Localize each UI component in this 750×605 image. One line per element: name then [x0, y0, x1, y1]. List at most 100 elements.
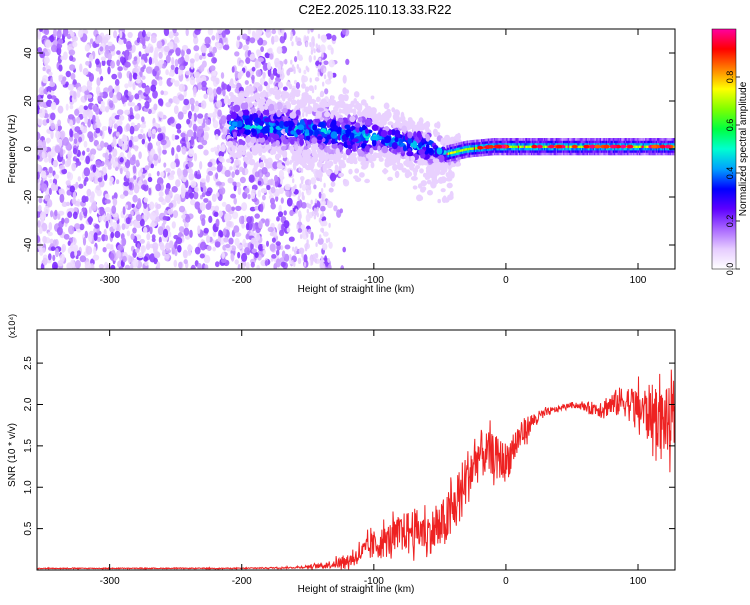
spectrogram-cell	[382, 145, 389, 154]
spectrogram-cell	[72, 211, 78, 220]
spectrogram-cell	[155, 183, 162, 192]
spectrogram-cell	[247, 193, 251, 200]
spectrogram-cell	[320, 90, 325, 98]
spectrogram-cell	[135, 248, 140, 253]
spectrogram-cell	[361, 156, 366, 163]
spectrogram-cell	[302, 112, 305, 118]
spectrogram-cell	[74, 108, 80, 116]
spectrogram-cell	[95, 127, 101, 134]
spectrogram-cell	[279, 71, 285, 81]
spectrogram-cell	[238, 110, 244, 117]
spectrogram-cell	[258, 132, 264, 138]
spectrogram-cell	[314, 252, 318, 258]
spectrogram-cell	[303, 69, 307, 75]
spectrogram-cell	[330, 131, 338, 139]
spectrogram-cell	[76, 90, 81, 98]
spectrogram-cell	[42, 66, 46, 72]
spectrogram-cell	[277, 81, 284, 89]
spectrogram-cell	[270, 202, 276, 210]
spectrogram-cell	[314, 77, 320, 82]
spectrogram-cell	[74, 126, 81, 133]
spectrogram-cell	[185, 70, 191, 76]
spectrogram-cell	[279, 245, 284, 251]
spectrogram-cell	[41, 152, 46, 159]
spectrogram-cell	[426, 148, 433, 153]
spectrogram-cell	[187, 110, 193, 120]
spectrogram-cell	[342, 87, 348, 95]
spectrogram-cell	[49, 81, 56, 88]
spectrogram-cell	[112, 136, 117, 146]
spectrogram-cell	[225, 243, 231, 249]
spectrogram-cell	[237, 186, 242, 196]
spectrogram-cell	[168, 202, 174, 209]
spectrogram-cell	[309, 77, 312, 83]
spectrogram-cell	[136, 122, 141, 129]
spectrogram-cell	[69, 95, 73, 103]
spectrogram-cell	[116, 91, 122, 101]
spectrogram-cell	[297, 199, 303, 208]
spectrogram-cell	[312, 253, 316, 259]
spectrogram-cell	[412, 140, 418, 149]
spectrogram-cell	[383, 102, 390, 110]
spectrogram-cell	[134, 113, 141, 120]
spectrogram-cell	[245, 71, 251, 78]
spectrogram-cell	[127, 31, 133, 39]
spectrogram-cell	[102, 37, 109, 44]
spectrogram-cell	[107, 52, 112, 61]
spectrogram-cell	[229, 166, 233, 171]
spectrogram-cell	[57, 260, 64, 267]
spectrogram-cell	[119, 56, 125, 64]
spectrogram-cell	[330, 112, 334, 120]
spectrogram-cell	[79, 63, 83, 73]
spectrogram-cell	[249, 37, 256, 44]
spectrogram-cell	[81, 207, 86, 213]
spectrogram-cell	[248, 102, 253, 108]
spectrogram-cell	[100, 140, 105, 149]
spectrogram-cell	[330, 47, 334, 55]
spectrogram-cell	[318, 217, 322, 223]
spectrogram-cell	[37, 155, 40, 160]
spectrogram-cell	[167, 231, 172, 238]
spectrogram-cell	[325, 238, 329, 244]
spectrogram-cell	[156, 140, 160, 147]
spectrogram-cell	[150, 84, 157, 92]
spectrogram-cell	[157, 127, 162, 133]
spectrogram-cell	[160, 171, 165, 178]
spectrogram-cell	[218, 150, 225, 158]
spectrogram-cell	[132, 67, 139, 73]
spectrogram-cell	[143, 226, 148, 234]
spectrogram-cell	[207, 29, 214, 36]
spectrogram-cell	[338, 159, 345, 166]
spectrogram-cell	[112, 198, 118, 206]
spectrogram-cell	[165, 102, 172, 108]
spectrogram-cell	[168, 71, 174, 77]
spectrogram-cell	[190, 180, 197, 188]
spectrogram-cell	[237, 251, 241, 259]
spectrogram-cell	[173, 105, 179, 115]
spectrogram-cell	[53, 264, 58, 269]
spectrogram-cell	[187, 250, 192, 256]
spectrogram-cell	[216, 192, 220, 197]
spectrogram-cell	[148, 187, 152, 196]
spectrogram-cell	[228, 237, 234, 245]
spectrogram-cell	[344, 124, 351, 130]
spectrogram-cell	[84, 116, 88, 125]
spectrogram-cell	[250, 107, 256, 114]
spectrogram-cell	[315, 43, 318, 49]
spectrogram-cell	[105, 44, 110, 52]
spectrogram-cell	[262, 249, 266, 255]
spectrogram-cell	[221, 143, 227, 152]
spectrogram-cell	[72, 147, 78, 155]
spectrogram-cell	[193, 71, 200, 78]
spectrogram-cell	[186, 48, 192, 55]
spectrogram-cell	[294, 184, 297, 190]
spectrogram-cell	[321, 196, 324, 202]
spectrogram-cell	[419, 168, 424, 174]
spectrogram-cell	[176, 167, 182, 177]
spectrogram-cell	[420, 187, 426, 193]
spectrogram-cell	[87, 118, 92, 128]
spectrogram-cell	[319, 263, 322, 269]
spectrogram-cell	[212, 46, 217, 54]
spectrogram-cell	[178, 261, 183, 269]
spectrogram-cell	[258, 244, 263, 251]
